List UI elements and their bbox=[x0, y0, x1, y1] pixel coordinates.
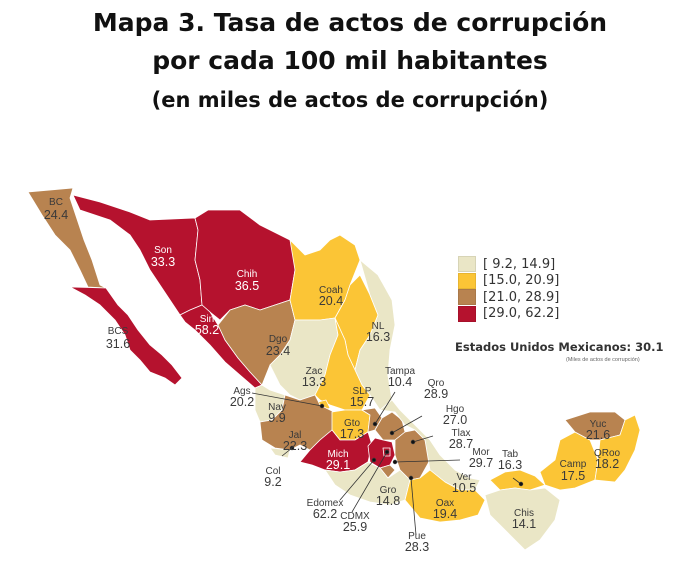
national-note: (Miles de actos de corrupción) bbox=[566, 357, 640, 363]
label-BC-value: 24.4 bbox=[44, 208, 68, 222]
label-Sin-name: Sin bbox=[200, 314, 214, 325]
label-Col-value: 9.2 bbox=[264, 475, 281, 489]
label-Zac-value: 13.3 bbox=[302, 375, 326, 389]
label-BC-name: BC bbox=[49, 197, 63, 208]
label-Yuc-name: Yuc bbox=[590, 419, 607, 430]
label-Mich-value: 29.1 bbox=[326, 458, 350, 472]
state-Chis[interactable] bbox=[484, 487, 561, 551]
label-Gto-name: Gto bbox=[344, 418, 361, 429]
label-Pue-name: Pue bbox=[408, 531, 426, 542]
label-Zac-name: Zac bbox=[306, 366, 323, 377]
label-Ags-name: Ags bbox=[233, 386, 250, 397]
label-Ver-value: 10.5 bbox=[452, 481, 476, 495]
state-Oax[interactable] bbox=[404, 469, 486, 523]
label-Hgo-name: Hgo bbox=[446, 404, 465, 415]
label-Edomex-value: 62.2 bbox=[313, 507, 337, 521]
label-Qro-value: 28.9 bbox=[424, 387, 448, 401]
label-NL-value: 16.3 bbox=[366, 330, 390, 344]
label-BCS-value: 31.6 bbox=[106, 337, 130, 351]
label-Yuc-value: 21.6 bbox=[586, 428, 610, 442]
label-NL-name: NL bbox=[372, 321, 385, 332]
legend-label: [29.0, 62.2] bbox=[483, 306, 560, 322]
label-Coah-name: Coah bbox=[319, 285, 343, 296]
legend-swatch-high bbox=[458, 289, 476, 306]
label-Oax-value: 19.4 bbox=[433, 507, 457, 521]
label-Chih-value: 36.5 bbox=[235, 279, 259, 293]
legend-swatch-low bbox=[458, 256, 476, 273]
label-Ver-name: Ver bbox=[456, 472, 472, 483]
label-Mich-name: Mich bbox=[327, 449, 348, 460]
label-Son-value: 33.3 bbox=[151, 255, 175, 269]
label-SLP-name: SLP bbox=[353, 386, 372, 397]
state-Edomex[interactable] bbox=[367, 437, 396, 469]
legend-swatch-top bbox=[458, 305, 476, 322]
state-Tampa[interactable] bbox=[354, 259, 396, 411]
label-Gro-value: 14.8 bbox=[376, 494, 400, 508]
state-Gro[interactable] bbox=[324, 461, 411, 506]
legend-label: [15.0, 20.9] bbox=[483, 273, 560, 289]
label-Jal-name: Jal bbox=[289, 430, 302, 441]
label-Mor-name: Mor bbox=[472, 447, 490, 458]
label-Tab-value: 16.3 bbox=[498, 458, 522, 472]
label-Gro-name: Gro bbox=[380, 485, 397, 496]
label-Chis-value: 14.1 bbox=[512, 517, 536, 531]
map-legend: [ 9.2, 14.9] [15.0, 20.9] [21.0, 28.9] [… bbox=[458, 256, 559, 322]
label-Jal-value: 22.3 bbox=[283, 439, 307, 453]
state-Pue[interactable] bbox=[394, 429, 431, 481]
label-Gto-value: 17.3 bbox=[340, 427, 364, 441]
legend-label: [ 9.2, 14.9] bbox=[483, 256, 556, 272]
label-Tlax-value: 28.7 bbox=[449, 437, 473, 451]
label-Mor-value: 29.7 bbox=[469, 456, 493, 470]
label-QRoo-name: QRoo bbox=[594, 448, 621, 459]
legend-item: [15.0, 20.9] bbox=[458, 272, 560, 290]
label-SLP-value: 15.7 bbox=[350, 395, 374, 409]
label-Ags-value: 20.2 bbox=[230, 395, 254, 409]
label-QRoo-value: 18.2 bbox=[595, 457, 619, 471]
state-QRoo[interactable] bbox=[594, 414, 641, 483]
label-Tlax-name: Tlax bbox=[452, 428, 471, 439]
label-Pue-value: 28.3 bbox=[405, 540, 429, 554]
label-Tampa-value: 10.4 bbox=[388, 375, 412, 389]
state-Col[interactable] bbox=[269, 447, 291, 459]
label-Dgo-value: 23.4 bbox=[266, 344, 290, 358]
national-total: Estados Unidos Mexicanos: 30.1 bbox=[455, 340, 664, 354]
legend-swatch-mid bbox=[458, 272, 476, 289]
legend-item: [21.0, 28.9] bbox=[458, 289, 559, 306]
label-Coah-value: 20.4 bbox=[319, 294, 343, 308]
state-Hgo[interactable] bbox=[374, 411, 406, 441]
legend-item: [ 9.2, 14.9] bbox=[458, 256, 559, 273]
label-Chih-name: Chih bbox=[237, 269, 258, 280]
label-Camp-name: Camp bbox=[560, 459, 587, 470]
label-BCS-name: BCS bbox=[108, 326, 129, 337]
label-Nay-name: Nay bbox=[268, 402, 286, 413]
label-Nay-value: 9.9 bbox=[268, 411, 285, 425]
label-Chis-name: Chis bbox=[514, 508, 534, 519]
label-Hgo-value: 27.0 bbox=[443, 413, 467, 427]
map-title: Mapa 3. Tasa de actos de corrupción bbox=[92, 8, 608, 37]
label-Camp-value: 17.5 bbox=[561, 469, 585, 483]
label-Son-name: Son bbox=[154, 245, 172, 256]
legend-label: [21.0, 28.9] bbox=[483, 289, 560, 305]
legend-item: [29.0, 62.2] bbox=[458, 305, 560, 323]
map-title-line2: por cada 100 mil habitantes bbox=[152, 46, 548, 75]
label-Oax-name: Oax bbox=[436, 498, 454, 509]
state-Tab[interactable] bbox=[489, 469, 546, 491]
state-BC[interactable] bbox=[27, 187, 107, 289]
state-BCS[interactable] bbox=[69, 286, 183, 386]
label-CDMX-value: 25.9 bbox=[343, 520, 367, 534]
label-Edomex-name: Edomex bbox=[307, 498, 344, 509]
label-Col-name: Col bbox=[265, 466, 280, 477]
label-Qro-name: Qro bbox=[428, 378, 445, 389]
label-Dgo-name: Dgo bbox=[269, 334, 288, 345]
label-Tab-name: Tab bbox=[502, 449, 519, 460]
label-Tampa-name: Tampa bbox=[385, 366, 415, 377]
label-Sin-value: 58.2 bbox=[195, 323, 219, 337]
label-CDMX-name: CDMX bbox=[340, 511, 370, 522]
map-subtitle: (en miles de actos de corrupción) bbox=[151, 88, 549, 112]
